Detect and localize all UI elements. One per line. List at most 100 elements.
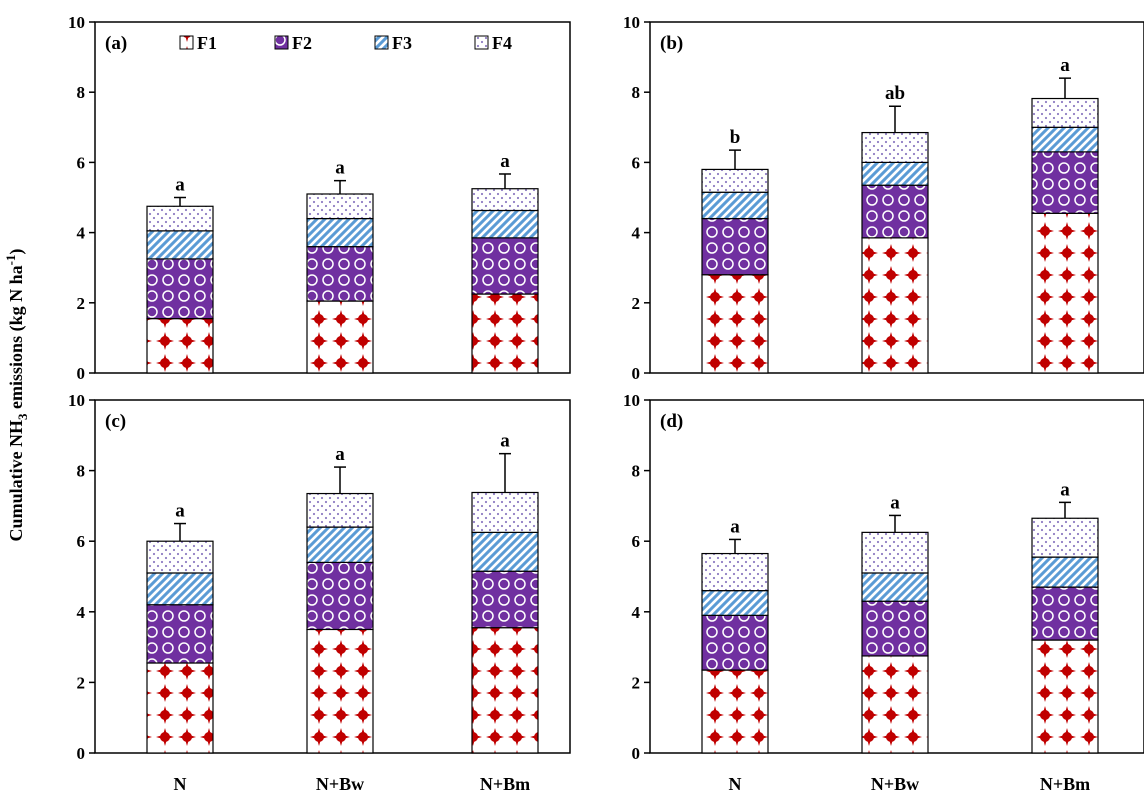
y-axis-label: Cumulative NH3 emissions (kg N ha-1) bbox=[3, 249, 30, 542]
bar-segment-f4 bbox=[471, 188, 539, 212]
y-tick-label: 10 bbox=[68, 391, 85, 410]
panel-d: 0 2 4 6 8 10 (d) a a a N N+Bw N+Bm bbox=[623, 391, 1144, 794]
y-tick-label: 8 bbox=[632, 462, 641, 481]
bar-segment-f1 bbox=[1031, 639, 1099, 754]
legend-label: F2 bbox=[292, 33, 312, 53]
y-tick-label: 6 bbox=[77, 153, 86, 172]
panel-b: 0 2 4 6 8 10 (b) b ab a bbox=[623, 13, 1144, 383]
y-tick-label: 4 bbox=[77, 603, 86, 622]
y-tick-label: 4 bbox=[77, 224, 86, 243]
y-tick-label: 0 bbox=[77, 364, 86, 383]
y-tick-label: 8 bbox=[632, 83, 641, 102]
bar-segment-f4 bbox=[701, 552, 769, 592]
bar-segment-f4 bbox=[701, 168, 769, 193]
bar-segment-f4 bbox=[861, 531, 929, 574]
significance-label: a bbox=[335, 158, 345, 179]
panel-a: 0 2 4 6 8 10 (a) a a a bbox=[68, 13, 571, 383]
bar-segment-f3 bbox=[1031, 126, 1099, 153]
bar-segment-f1 bbox=[146, 662, 214, 754]
bar-segment-f4 bbox=[1031, 517, 1099, 558]
bar-segment-f3 bbox=[861, 161, 929, 186]
x-tick-label: N+Bw bbox=[316, 774, 364, 794]
x-tick-label: N bbox=[729, 774, 742, 794]
bar-segment-f1 bbox=[146, 317, 214, 374]
x-tick-label: N+Bm bbox=[480, 774, 530, 794]
bar-segment-f3 bbox=[146, 572, 214, 606]
y-tick-label: 2 bbox=[632, 294, 641, 313]
legend-label: F1 bbox=[197, 33, 217, 53]
bar-segment-f2 bbox=[701, 614, 769, 671]
bar-segment-f4 bbox=[471, 491, 539, 533]
bar-segment-f3 bbox=[1031, 556, 1099, 588]
bar-segment-f2 bbox=[306, 246, 374, 302]
bar-segment-f1 bbox=[701, 274, 769, 374]
y-tick-label: 2 bbox=[632, 673, 641, 692]
y-tick-label: 0 bbox=[632, 744, 641, 763]
significance-label: a bbox=[500, 151, 510, 172]
bar-segment-f4 bbox=[861, 131, 929, 164]
legend-label: F3 bbox=[392, 33, 412, 53]
bar-segment-f2 bbox=[306, 561, 374, 631]
bar-segment-f1 bbox=[861, 655, 929, 754]
legend-swatch-f4 bbox=[474, 35, 489, 50]
y-tick-label: 8 bbox=[77, 462, 86, 481]
bar-segment-f3 bbox=[701, 590, 769, 616]
bar-segment-f1 bbox=[471, 627, 539, 754]
bar-segment-f2 bbox=[146, 258, 214, 320]
bar-segment-f2 bbox=[1031, 151, 1099, 214]
y-tick-label: 4 bbox=[632, 603, 641, 622]
bar-segment-f2 bbox=[471, 570, 539, 629]
significance-label: a bbox=[730, 516, 740, 537]
y-tick-label: 2 bbox=[77, 294, 86, 313]
bar-segment-f3 bbox=[471, 531, 539, 572]
legend-label: F4 bbox=[492, 33, 512, 53]
bar-segment-f4 bbox=[146, 205, 214, 232]
bar-segment-f3 bbox=[701, 191, 769, 220]
bar-segment-f4 bbox=[306, 193, 374, 220]
bar-segment-f3 bbox=[306, 217, 374, 248]
bar-segment-f2 bbox=[471, 237, 539, 295]
y-tick-label: 0 bbox=[632, 364, 641, 383]
bar-segment-f3 bbox=[471, 209, 539, 239]
bar-segment-f2 bbox=[861, 600, 929, 657]
significance-label: a bbox=[175, 501, 185, 522]
x-tick-label: N bbox=[174, 774, 187, 794]
significance-label: a bbox=[175, 175, 185, 196]
bar-segment-f2 bbox=[701, 217, 769, 276]
bar-segment-f4 bbox=[1031, 97, 1099, 128]
y-tick-label: 2 bbox=[77, 673, 86, 692]
panel-label: (b) bbox=[660, 33, 683, 54]
legend: F1 F2 F3 F4 bbox=[179, 33, 512, 53]
significance-label: ab bbox=[885, 83, 905, 104]
y-tick-label: 0 bbox=[77, 744, 86, 763]
significance-label: a bbox=[335, 444, 345, 465]
significance-label: a bbox=[500, 431, 510, 452]
significance-label: a bbox=[1060, 55, 1070, 76]
significance-label: a bbox=[1060, 479, 1070, 500]
bar-segment-f2 bbox=[146, 604, 214, 664]
bar-segment-f1 bbox=[306, 300, 374, 374]
panel-label: (c) bbox=[105, 411, 126, 432]
legend-swatch-f3 bbox=[374, 35, 389, 50]
x-tick-label: N+Bm bbox=[1040, 774, 1090, 794]
bar-segment-f1 bbox=[306, 628, 374, 754]
bar-segment-f3 bbox=[146, 230, 214, 260]
bar-segment-f1 bbox=[1031, 212, 1099, 374]
y-tick-label: 10 bbox=[623, 13, 640, 32]
bar-segment-f1 bbox=[471, 293, 539, 374]
bar-segment-f1 bbox=[861, 237, 929, 374]
bar-segment-f4 bbox=[306, 492, 374, 528]
y-tick-label: 10 bbox=[623, 391, 640, 410]
panel-c: 0 2 4 6 8 10 (c) a a a N N+Bw N+Bm bbox=[68, 391, 571, 794]
panel-label: (d) bbox=[660, 411, 683, 432]
panel-label: (a) bbox=[105, 33, 127, 54]
significance-label: a bbox=[890, 492, 900, 513]
legend-swatch-f2 bbox=[274, 35, 289, 50]
y-tick-label: 6 bbox=[632, 532, 641, 551]
bar-segment-f3 bbox=[861, 572, 929, 602]
y-tick-label: 10 bbox=[68, 13, 85, 32]
y-tick-label: 4 bbox=[632, 224, 641, 243]
bar-segment-f3 bbox=[306, 526, 374, 563]
bar-segment-f2 bbox=[861, 184, 929, 239]
